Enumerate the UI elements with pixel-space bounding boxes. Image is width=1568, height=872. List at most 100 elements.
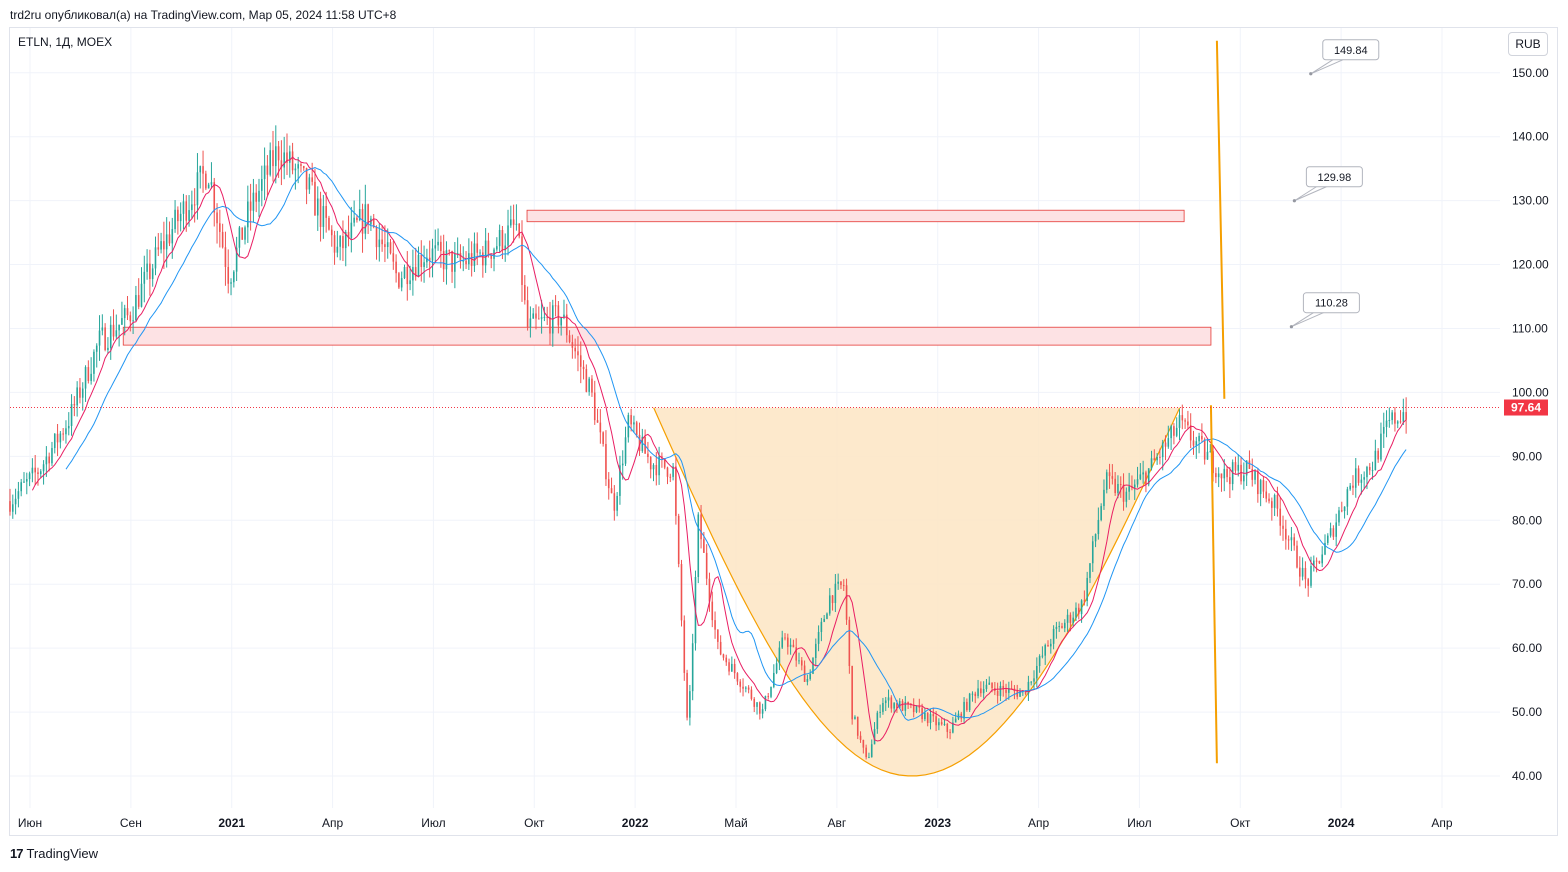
candle-body: [146, 263, 148, 272]
candle-body: [1103, 489, 1105, 507]
candle-body: [708, 578, 711, 602]
candle-body: [1371, 470, 1374, 472]
candle-body: [381, 239, 383, 245]
candle-body: [968, 693, 971, 711]
candle-body: [213, 182, 216, 213]
candle-body: [854, 716, 856, 720]
candle-body: [848, 619, 851, 667]
candle-body: [540, 317, 543, 319]
candle-body: [1290, 537, 1293, 541]
candle-body: [554, 305, 557, 307]
candle-body: [605, 443, 607, 480]
candle-body: [935, 716, 937, 726]
candle-body: [1243, 475, 1245, 482]
candle-body: [395, 261, 397, 274]
candle-body: [205, 173, 207, 189]
candle-body: [985, 684, 988, 690]
candle-body: [1301, 567, 1304, 577]
candle-body: [151, 268, 154, 279]
candle-body: [406, 266, 409, 285]
candle-body: [907, 702, 909, 705]
candle-body: [638, 434, 641, 451]
candle-body: [1388, 420, 1391, 422]
candle-body: [1382, 427, 1385, 434]
candle-body: [193, 204, 196, 206]
candle-body: [1223, 468, 1226, 479]
candle-body: [56, 433, 59, 443]
candle-body: [199, 166, 202, 173]
candle-body: [1315, 560, 1318, 562]
candle-body: [1184, 420, 1186, 422]
projection-lines: [1209, 40, 1226, 764]
y-tick-label: 70.00: [1512, 577, 1542, 591]
candle-body: [700, 514, 702, 540]
candle-body: [705, 552, 708, 579]
candle-body: [272, 150, 274, 167]
candle-body: [1212, 451, 1214, 474]
candle-body: [1058, 626, 1060, 628]
candle-body: [607, 479, 610, 489]
target-callout-box: [1322, 39, 1380, 61]
candle-body: [482, 252, 484, 266]
candle-body: [842, 585, 845, 587]
x-tick-label: Авг: [827, 816, 846, 830]
candle-body: [1030, 681, 1033, 683]
candle-body: [165, 234, 168, 250]
candle-body: [764, 696, 767, 710]
candle-body: [115, 330, 118, 337]
branding[interactable]: 17 TradingView: [10, 846, 98, 861]
candle-body: [1008, 688, 1010, 693]
y-tick-label: 110.00: [1512, 321, 1548, 335]
candle-body: [1167, 438, 1170, 447]
candle-body: [1117, 483, 1119, 494]
candle-body: [280, 160, 283, 168]
candle-body: [342, 236, 344, 249]
candle-body: [1075, 607, 1077, 618]
candle-body: [904, 702, 907, 711]
candle-body: [476, 243, 479, 253]
candle-body: [378, 239, 381, 248]
candle-body: [960, 713, 963, 719]
candle-body: [613, 493, 616, 511]
candle-body: [417, 254, 420, 277]
candle-body: [255, 192, 258, 202]
x-tick-label: Июл: [421, 816, 445, 830]
candle-body: [1189, 425, 1192, 441]
candle-body: [901, 701, 904, 711]
candle-body: [1226, 468, 1228, 478]
candle-body: [524, 285, 526, 301]
candle-body: [898, 701, 901, 708]
candle-body: [1326, 535, 1329, 543]
candle-body: [1192, 440, 1195, 446]
candle-body: [649, 457, 652, 470]
candle-body: [840, 581, 842, 586]
candle-body: [456, 253, 459, 255]
candle-body: [974, 693, 977, 697]
x-tick-label: 2021: [218, 816, 245, 830]
candle-body: [647, 453, 649, 458]
candle-body: [51, 448, 53, 464]
candle-body: [1271, 501, 1273, 508]
candle-body: [9, 501, 11, 512]
candle-body: [109, 324, 112, 348]
y-tick-label: 150.00: [1512, 66, 1549, 80]
candle-body: [1318, 560, 1321, 564]
candle-body: [386, 242, 389, 248]
ma-fast-line: [31, 156, 1407, 742]
candle-body: [1005, 689, 1007, 693]
candle-body: [347, 231, 350, 238]
candle-body: [126, 308, 129, 316]
candle-body: [1346, 489, 1349, 507]
candle-body: [48, 456, 50, 464]
candle-body: [1105, 472, 1108, 490]
candle-body: [1044, 645, 1047, 656]
candle-body: [831, 595, 834, 604]
candle-body: [297, 164, 299, 169]
target-callouts: 149.84 129.98 110.28: [1289, 39, 1380, 329]
candle-body: [241, 227, 244, 240]
candle-body: [137, 295, 140, 307]
candle-body: [655, 465, 658, 476]
candle-body: [1203, 439, 1206, 460]
currency-button[interactable]: RUB: [1508, 32, 1548, 56]
